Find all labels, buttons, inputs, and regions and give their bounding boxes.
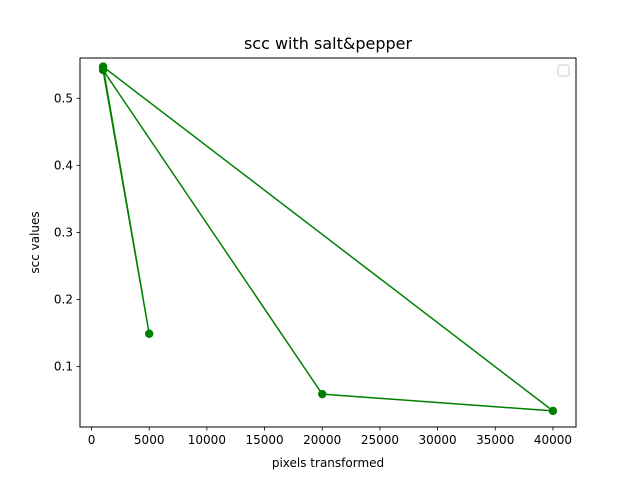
x-tick-label: 0 [88,433,96,447]
x-tick-label: 15000 [245,433,283,447]
x-axis-label: pixels transformed [272,456,384,470]
y-tick-label: 0.4 [54,158,73,172]
chart-title: scc with salt&pepper [244,34,413,53]
x-tick-label: 20000 [303,433,341,447]
x-tick-label: 35000 [476,433,514,447]
x-tick-label: 25000 [361,433,399,447]
y-tick-label: 0.2 [54,293,73,307]
data-point [548,406,558,416]
x-tick-label: 30000 [418,433,456,447]
x-axis: 0 5000 10000 15000 20000 25000 30000 35000 40000 [88,427,572,447]
series-line [102,66,554,412]
y-tick-label: 0.3 [54,225,73,239]
y-tick-label: 0.5 [54,91,73,105]
plot-area [98,62,558,416]
y-axis-label: scc values [28,211,42,273]
x-tick-label: 40000 [534,433,572,447]
data-point [98,62,108,71]
x-tick-label: 5000 [134,433,165,447]
plot-frame [79,57,577,428]
data-point [145,329,154,338]
y-axis: 0.1 0.2 0.3 0.4 0.5 [54,91,80,374]
legend-box [557,64,570,77]
data-point [318,389,327,399]
y-tick-label: 0.1 [54,360,73,374]
x-tick-label: 10000 [188,433,226,447]
